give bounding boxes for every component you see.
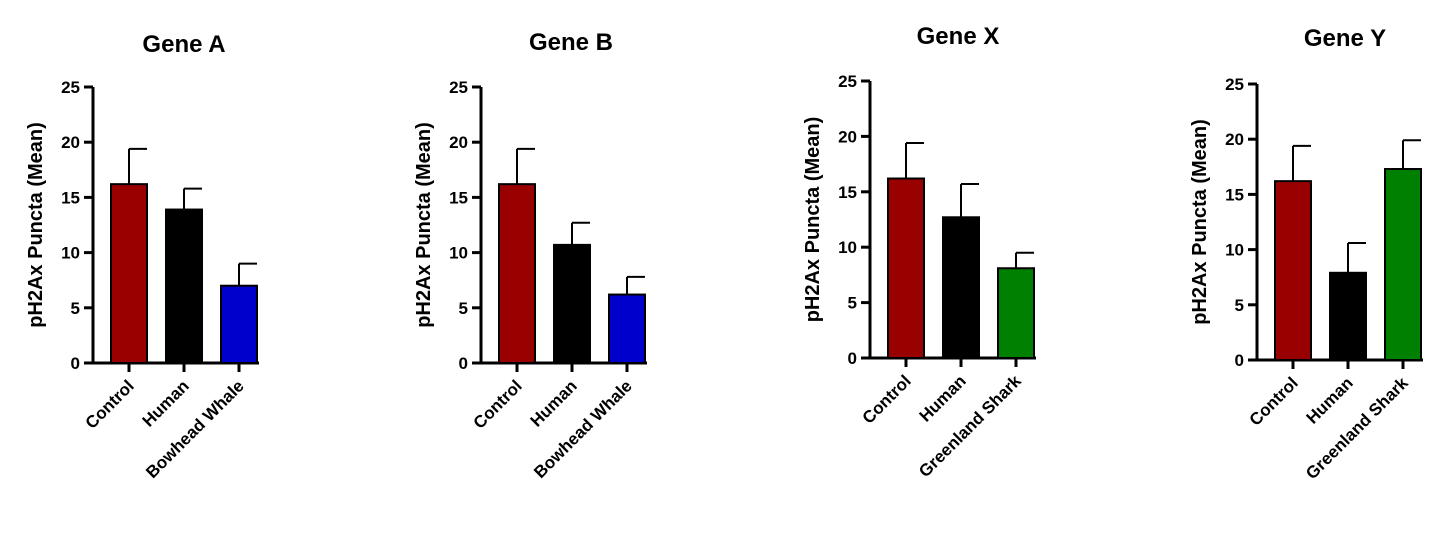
- y-axis-label-gene-y: pH2Ax Puncta (Mean): [1189, 119, 1211, 325]
- bar-gene-b-control: [498, 183, 536, 364]
- bar-gene-a-human: [165, 208, 203, 364]
- bar-gene-x-control: [887, 177, 925, 359]
- y-tick-label-gene-x-5: 5: [848, 294, 857, 313]
- bar-gene-y-greenland-shark: [1384, 168, 1422, 361]
- y-tick-label-gene-a-5: 5: [71, 299, 80, 318]
- bar-gene-y-control: [1274, 180, 1312, 361]
- y-tick-label-gene-x-15: 15: [838, 183, 857, 202]
- y-tick-label-gene-y-10: 10: [1225, 241, 1244, 260]
- chart-title-gene-x: Gene X: [917, 23, 1000, 50]
- y-tick-label-gene-y-5: 5: [1235, 296, 1244, 315]
- y-tick-label-gene-x-25: 25: [838, 72, 857, 91]
- bar-gene-b-human: [553, 243, 591, 364]
- bar-gene-y-human: [1329, 271, 1367, 361]
- x-tick-label-gene-b-bowhead-whale: Bowhead Whale: [530, 376, 636, 482]
- y-tick-label-gene-a-25: 25: [61, 78, 80, 97]
- x-tick-label-gene-b-human: Human: [527, 376, 581, 430]
- x-tick-label-gene-y-greenland-shark: Greenland Shark: [1302, 373, 1412, 483]
- y-tick-label-gene-x-0: 0: [848, 349, 857, 368]
- y-tick-label-gene-y-25: 25: [1225, 75, 1244, 94]
- y-axis-label-gene-x: pH2Ax Puncta (Mean): [802, 117, 824, 323]
- x-tick-label-gene-x-control: Control: [859, 371, 915, 427]
- x-tick-label-gene-a-human: Human: [139, 376, 193, 430]
- x-tick-label-gene-a-control: Control: [82, 376, 138, 432]
- x-tick-label-gene-x-human: Human: [916, 371, 970, 425]
- y-tick-label-gene-x-20: 20: [838, 127, 857, 146]
- y-axis-label-gene-b: pH2Ax Puncta (Mean): [413, 122, 435, 328]
- y-tick-label-gene-y-20: 20: [1225, 130, 1244, 149]
- bar-gene-a-control: [110, 183, 148, 364]
- y-tick-label-gene-b-15: 15: [449, 188, 468, 207]
- bar-gene-x-greenland-shark: [997, 267, 1035, 360]
- y-tick-label-gene-b-5: 5: [459, 299, 468, 318]
- y-tick-label-gene-b-0: 0: [459, 354, 468, 373]
- y-tick-label-gene-a-10: 10: [61, 244, 80, 263]
- chart-title-gene-b: Gene B: [529, 29, 613, 56]
- bar-gene-x-human: [942, 216, 980, 359]
- y-tick-label-gene-a-0: 0: [71, 354, 80, 373]
- y-tick-label-gene-b-10: 10: [449, 244, 468, 263]
- y-tick-label-gene-b-25: 25: [449, 78, 468, 97]
- bar-gene-a-bowhead-whale: [220, 284, 258, 364]
- x-tick-label-gene-b-control: Control: [470, 376, 526, 432]
- y-tick-label-gene-b-20: 20: [449, 133, 468, 152]
- x-tick-label-gene-a-bowhead-whale: Bowhead Whale: [142, 376, 248, 482]
- x-tick-label-gene-y-control: Control: [1246, 373, 1302, 429]
- x-tick-label-gene-y-human: Human: [1303, 373, 1357, 427]
- chart-title-gene-y: Gene Y: [1304, 25, 1386, 52]
- x-tick-label-gene-x-greenland-shark: Greenland Shark: [915, 371, 1025, 481]
- y-tick-label-gene-a-20: 20: [61, 133, 80, 152]
- y-tick-label-gene-y-15: 15: [1225, 185, 1244, 204]
- bar-gene-b-bowhead-whale: [608, 293, 646, 364]
- y-axis-label-gene-a: pH2Ax Puncta (Mean): [25, 122, 47, 328]
- chart-title-gene-a: Gene A: [142, 31, 225, 58]
- y-tick-label-gene-a-15: 15: [61, 188, 80, 207]
- y-tick-label-gene-x-10: 10: [838, 238, 857, 257]
- y-tick-label-gene-y-0: 0: [1235, 351, 1244, 370]
